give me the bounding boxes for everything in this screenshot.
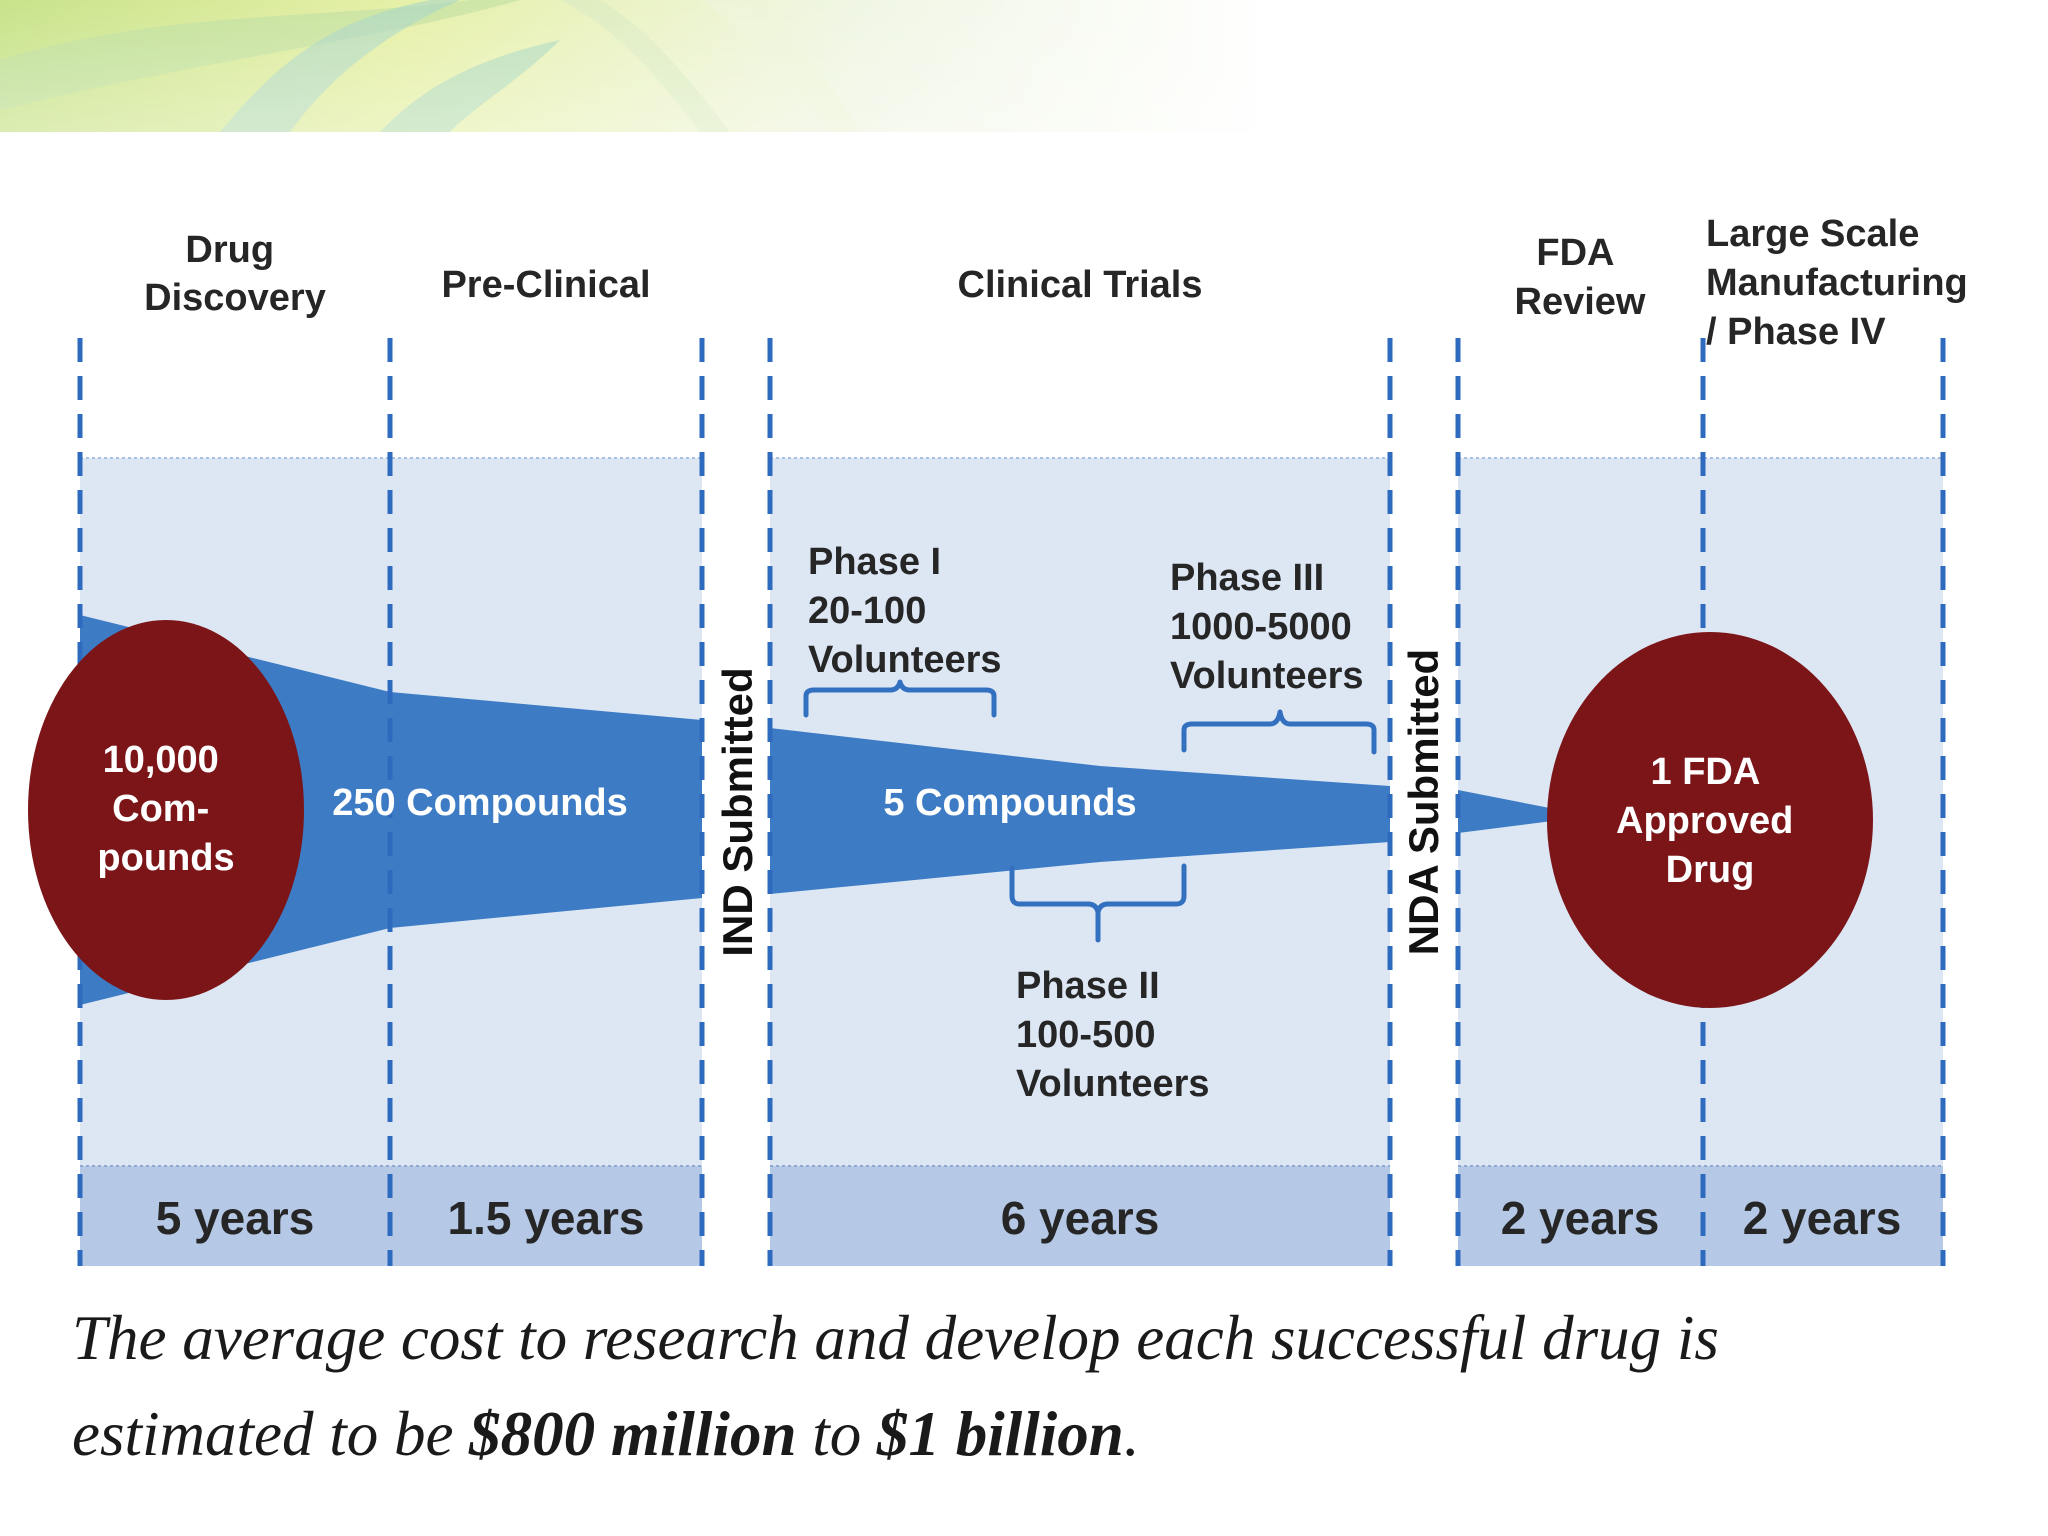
stage-header-manufacturing: Large Scale Manufacturing / Phase IV [1706, 213, 1978, 353]
ind-submitted-label: IND Submitted [714, 667, 761, 956]
duration-pre-clinical: 1.5 years [448, 1192, 645, 1244]
phase2-brace [1009, 863, 1187, 943]
duration-bar-clinical [770, 1166, 1390, 1266]
stage-header-drug-discovery: Drug Discovery [144, 229, 326, 319]
start-compounds-circle [28, 620, 304, 1000]
phase1-brace [803, 679, 997, 718]
duration-clinical-trials: 6 years [1001, 1192, 1160, 1244]
duration-drug-discovery: 5 years [156, 1192, 315, 1244]
approved-drug-label: 1 FDA Approved Drug [1616, 751, 1804, 891]
cost-low-amount: $800 million [469, 1399, 797, 1469]
stage-header-pre-clinical: Pre-Clinical [441, 264, 650, 306]
nda-funnel [1458, 790, 1560, 833]
phase3-label: Phase III 1000-5000 Volunteers [1170, 557, 1364, 697]
start-compounds-label: 10,000 Com- pounds [97, 739, 234, 879]
decorative-banner [0, 0, 2048, 132]
stage-header-fda-review: FDA Review [1515, 232, 1646, 323]
cost-high-amount: $1 billion [877, 1399, 1124, 1469]
nda-submitted-label: NDA Submitted [1400, 649, 1447, 955]
duration-manufacturing: 2 years [1743, 1192, 1902, 1244]
phase3-brace [1181, 709, 1377, 755]
duration-fda-review: 2 years [1501, 1192, 1660, 1244]
clinical-funnel [770, 728, 1390, 894]
caption-text: The average cost to research and develop… [72, 1303, 1719, 1469]
caption-text: to [796, 1399, 877, 1469]
stage-header-clinical-trials: Clinical Trials [958, 264, 1203, 306]
preclinical-compounds-label: 250 Compounds [332, 782, 628, 824]
approved-drug-circle [1547, 632, 1873, 1008]
phase1-label: Phase I 20-100 Volunteers [808, 541, 1002, 681]
clinical-compounds-label: 5 Compounds [883, 782, 1136, 824]
phase2-label: Phase II 100-500 Volunteers [1016, 965, 1210, 1105]
caption-text: . [1123, 1399, 1140, 1469]
cost-caption: The average cost to research and develop… [72, 1290, 1972, 1482]
